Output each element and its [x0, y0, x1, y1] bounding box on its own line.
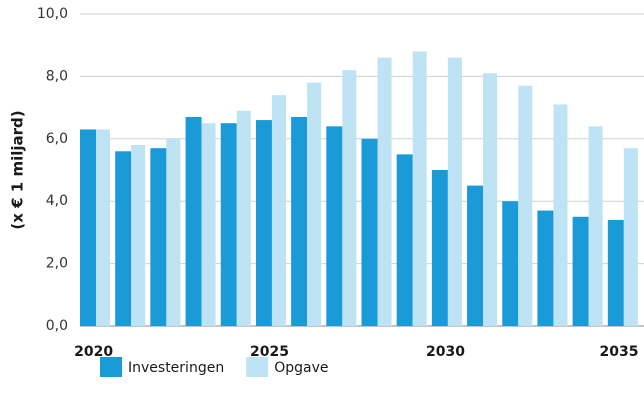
bar [271, 95, 286, 327]
bar [518, 85, 533, 326]
bar [607, 219, 624, 326]
bar [361, 138, 378, 326]
bar [396, 154, 413, 326]
bar [220, 123, 237, 326]
bar [326, 126, 343, 326]
bar [572, 216, 589, 326]
y-tick-label: 2,0 [46, 256, 68, 272]
x-tick-label: 2035 [600, 344, 639, 360]
bar [150, 148, 167, 326]
bar [537, 210, 554, 326]
bar [342, 70, 357, 326]
legend-label: Investeringen [128, 360, 224, 376]
bar [447, 57, 462, 327]
legend-swatch [100, 357, 122, 377]
bar [185, 116, 202, 327]
bar [412, 51, 427, 326]
x-tick-label: 2030 [426, 344, 465, 360]
bar [623, 148, 638, 326]
y-tick-label: 6,0 [46, 131, 68, 147]
bar [131, 145, 146, 326]
bar [291, 116, 308, 327]
y-tick-label: 10,0 [37, 6, 68, 22]
bar [166, 138, 181, 326]
bar [377, 57, 392, 327]
y-axis-label: (x € 1 miljard) [9, 110, 27, 229]
legend-label: Opgave [274, 360, 328, 376]
bar [307, 82, 322, 326]
x-tick-label: 2025 [250, 344, 289, 360]
bar [255, 120, 272, 326]
bar [483, 73, 498, 326]
bar [236, 110, 251, 326]
bar [431, 170, 448, 326]
bar [467, 185, 484, 326]
bar [502, 201, 519, 326]
bar [96, 129, 110, 326]
bar [201, 123, 216, 326]
bar [588, 126, 603, 326]
bar [553, 104, 568, 326]
y-tick-label: 0,0 [46, 318, 68, 334]
bar [115, 151, 132, 326]
y-tick-label: 8,0 [46, 68, 68, 84]
y-tick-label: 4,0 [46, 193, 68, 209]
bar [80, 129, 96, 326]
legend-swatch [246, 357, 269, 377]
x-tick-label: 2020 [74, 344, 113, 360]
